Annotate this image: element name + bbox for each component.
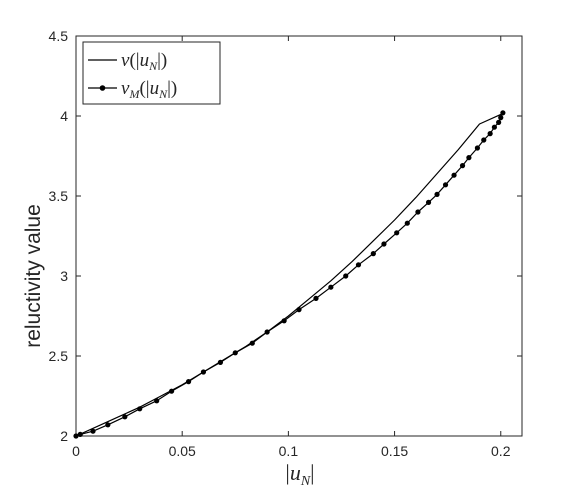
- x-tick-label: 0: [72, 443, 80, 459]
- svg-text:|uN|: |uN|: [285, 460, 314, 489]
- plot-frame: [75, 35, 523, 437]
- data-point: [500, 110, 506, 116]
- data-point: [442, 182, 449, 188]
- x-tick-label: 0.2: [491, 443, 511, 459]
- data-point: [404, 220, 410, 226]
- x-tick-label: 0.15: [381, 443, 408, 459]
- data-point: [168, 388, 175, 394]
- y-tick-label: 4: [60, 108, 68, 124]
- data-point: [313, 295, 319, 301]
- legend-box: [82, 41, 221, 105]
- data-point: [381, 241, 387, 247]
- data-point: [77, 431, 83, 437]
- x-axis: 0 0.05 0.1 0.15 0.2: [72, 36, 511, 459]
- data-point: [328, 284, 334, 290]
- data-point: [459, 163, 466, 169]
- legend-item-nu-m: νM(|uN|): [88, 78, 177, 101]
- data-point: [496, 119, 502, 125]
- data-point: [249, 340, 255, 346]
- data-point: [154, 398, 160, 404]
- y-axis-label: reluctivity value: [22, 204, 45, 348]
- data-point: [498, 115, 504, 121]
- data-point: [264, 329, 270, 335]
- legend: ν(|uN|) νM(|uN|): [82, 41, 221, 105]
- data-point: [185, 379, 192, 385]
- data-point: [415, 209, 421, 215]
- data-point: [474, 145, 480, 151]
- data-point: [491, 124, 497, 130]
- y-tick-label: 3.5: [49, 188, 69, 204]
- y-tick-label: 4.5: [49, 28, 69, 44]
- data-point: [487, 131, 493, 137]
- data-point: [451, 172, 457, 178]
- x-tick-label: 0.1: [279, 443, 299, 459]
- legend-label-nu-m: νM(|uN|): [121, 78, 177, 101]
- data-point: [73, 433, 79, 439]
- x-tick-label: 0.05: [169, 443, 196, 459]
- data-point: [466, 155, 472, 161]
- data-point: [394, 230, 400, 236]
- data-point: [370, 251, 376, 257]
- legend-marker-nu-m: [99, 85, 106, 91]
- y-tick-label: 2: [60, 428, 68, 444]
- y-tick-label: 3: [60, 268, 68, 284]
- data-point: [122, 414, 128, 420]
- plot-area: [75, 35, 523, 437]
- data-point: [200, 369, 207, 375]
- legend-label-nu: ν(|uN|): [121, 50, 167, 73]
- data-point: [343, 273, 349, 279]
- data-point: [281, 318, 287, 324]
- x-axis-label: |uN|: [285, 460, 314, 489]
- y-axis: 2 2.5 3 3.5 4 4.5: [49, 28, 522, 444]
- data-point: [217, 359, 224, 365]
- data-point: [434, 191, 440, 197]
- data-point: [296, 307, 302, 313]
- data-point: [425, 199, 432, 205]
- data-point: [90, 428, 96, 434]
- data-point: [137, 406, 143, 412]
- y-tick-label: 2.5: [49, 348, 69, 364]
- data-point: [355, 262, 362, 268]
- series-layer: [73, 110, 506, 439]
- data-point: [232, 350, 238, 356]
- legend-item-nu: ν(|uN|): [88, 50, 167, 73]
- data-point: [481, 137, 487, 143]
- data-point: [105, 422, 111, 428]
